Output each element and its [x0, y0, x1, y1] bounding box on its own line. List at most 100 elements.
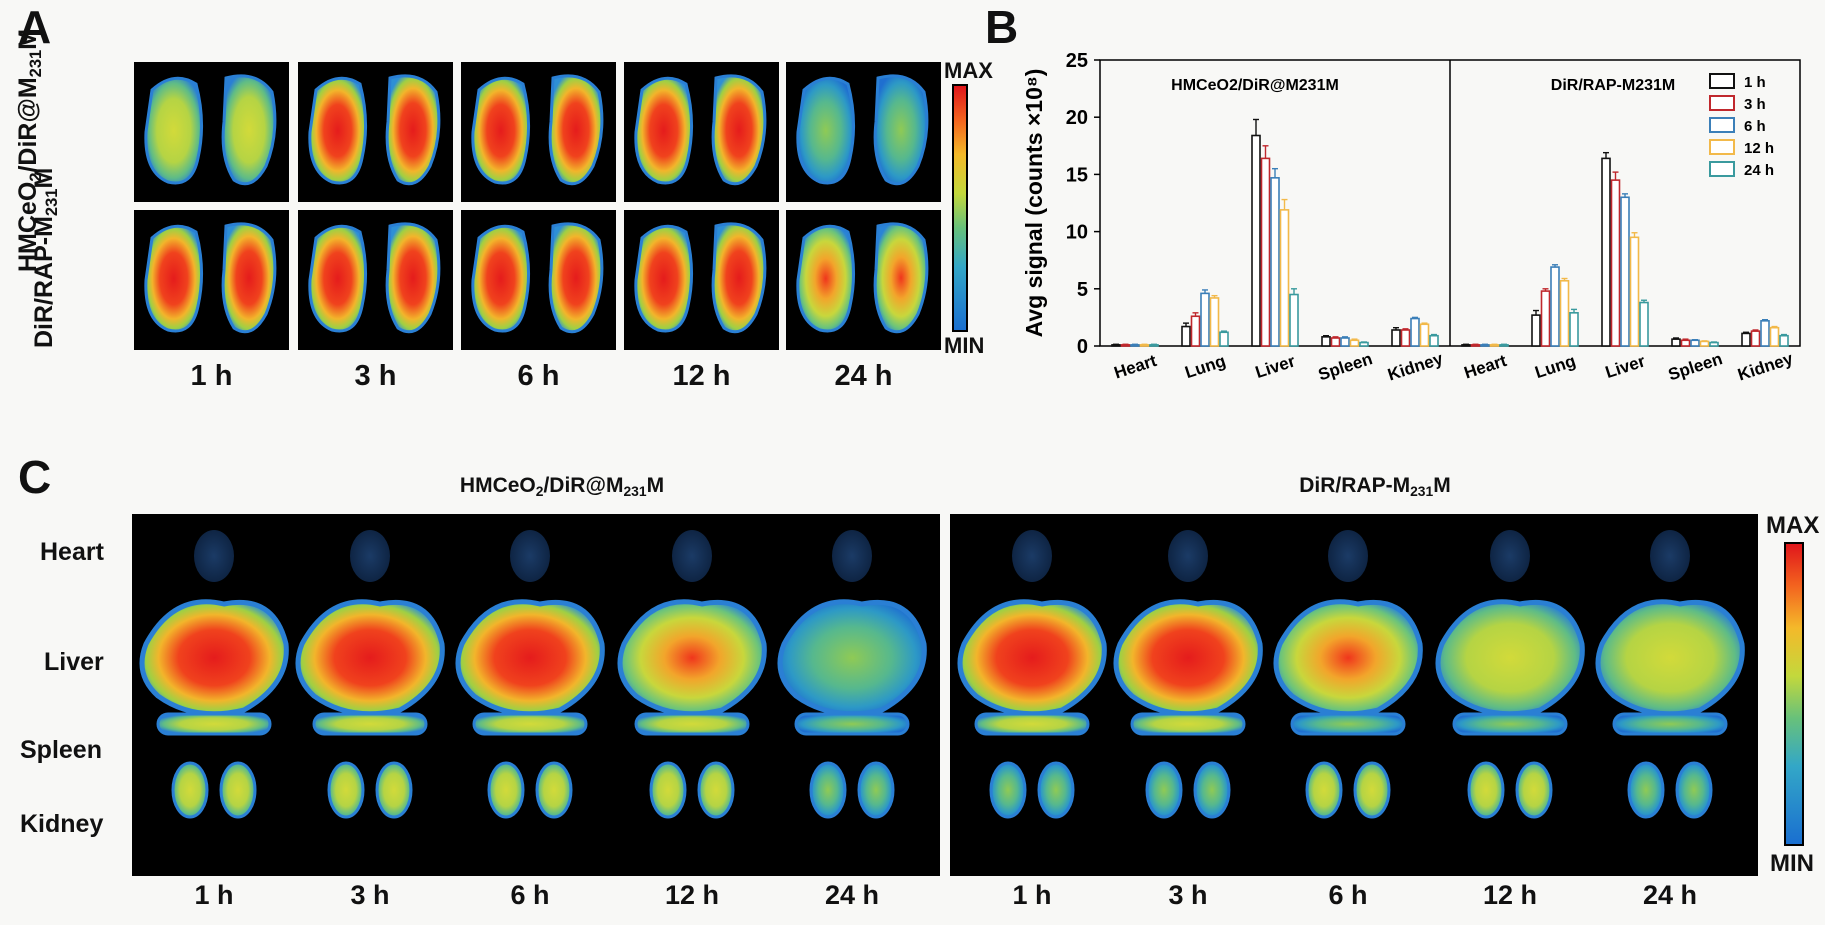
legend-swatch — [1709, 117, 1735, 133]
heart-image — [350, 530, 390, 582]
x-tick-label: Lung — [1533, 351, 1578, 382]
heart-image — [672, 530, 712, 582]
kidney-image — [1515, 761, 1553, 819]
heart-image — [1328, 530, 1368, 582]
legend-label: 1 h — [1744, 74, 1766, 91]
spleen-image — [1452, 712, 1568, 736]
spleen-image — [794, 712, 910, 736]
x-tick-label: Spleen — [1316, 349, 1375, 384]
liver-image-tile — [461, 210, 616, 350]
heart-image — [194, 530, 234, 582]
kidney-image — [171, 761, 209, 819]
group-title: HMCeO2/DiR@M231M — [1171, 77, 1339, 94]
liver-image-tile — [298, 210, 453, 350]
panel-c-colorbar-min: MIN — [1770, 850, 1814, 877]
bar — [1359, 341, 1369, 347]
bar — [1769, 326, 1780, 347]
x-tick-label: Heart — [1462, 351, 1510, 383]
bar — [1601, 157, 1611, 347]
bar — [1699, 340, 1710, 347]
bar — [1149, 344, 1159, 347]
organ-label-kidney: Kidney — [20, 810, 104, 838]
panel-c-title-text: HMCeO2/DiR@M231M — [459, 474, 665, 500]
liver-image-tile — [298, 62, 453, 202]
y-tick-label: 0 — [1077, 336, 1088, 358]
panel-a-time-1h: 1 h — [190, 360, 233, 392]
organ-label-heart: Heart — [40, 538, 104, 566]
liver-image — [1595, 599, 1745, 717]
bar — [1690, 339, 1700, 347]
bar — [1550, 266, 1560, 347]
legend-swatch — [1709, 139, 1735, 155]
organ-label-spleen: Spleen — [20, 736, 102, 764]
bar — [1270, 177, 1280, 347]
kidney-image — [1037, 761, 1075, 819]
kidney-image — [649, 761, 687, 819]
liver-image-tile — [624, 62, 779, 202]
heart-image — [832, 530, 872, 582]
bar — [1671, 338, 1681, 347]
panel-a-time-6h: 6 h — [517, 360, 560, 392]
organ-label-liver: Liver — [44, 648, 104, 676]
panel-c-time-label: 24 h — [1642, 880, 1698, 910]
bar — [1620, 196, 1630, 347]
bar — [1760, 320, 1770, 347]
bar — [1139, 344, 1150, 347]
bar — [1400, 329, 1411, 347]
panel-c-colorbar — [1784, 542, 1804, 846]
y-tick-label: 10 — [1066, 222, 1088, 244]
panel-c-time-label: 3 h — [1168, 880, 1208, 910]
spleen-image — [156, 712, 272, 736]
panel-c-image-left — [132, 514, 940, 876]
panel-c-title-text: DiR/RAP-M231M — [1299, 474, 1451, 500]
liver-image — [1435, 599, 1585, 717]
panel-a-time-12h: 12 h — [672, 360, 731, 392]
x-tick-label: Heart — [1112, 351, 1160, 383]
bar — [1680, 339, 1691, 347]
bar — [1419, 323, 1430, 347]
heart-image — [1168, 530, 1208, 582]
bar — [1181, 325, 1191, 347]
panel-a-time-24h: 24 h — [834, 360, 893, 392]
liver-image — [617, 599, 767, 717]
kidney-image — [1305, 761, 1343, 819]
bar — [1209, 297, 1220, 347]
panel-a-colorbar-min: MIN — [944, 333, 985, 358]
spleen-image — [1612, 712, 1728, 736]
bar — [1130, 344, 1140, 347]
bar — [1429, 334, 1439, 347]
liver-image-tile — [786, 210, 941, 350]
kidney-image — [1353, 761, 1391, 819]
bar — [1569, 312, 1579, 347]
y-tick-label: 15 — [1066, 164, 1088, 186]
kidney-image — [857, 761, 895, 819]
panel-c-time-label: 24 h — [824, 880, 880, 910]
spleen-image — [1290, 712, 1406, 736]
bar — [1461, 344, 1471, 347]
panel-c-title-left: HMCeO2/DiR@M231M — [412, 474, 712, 499]
panel-b-chart: 0 5 10 15 20 25 Avg signal (counts ×10⁸) HMCeO2… — [1021, 50, 1801, 385]
x-tick-label: Spleen — [1666, 349, 1725, 384]
liver-image-tile — [461, 62, 616, 202]
liver-image-tile — [134, 62, 289, 202]
legend-label: 24 h — [1744, 162, 1774, 179]
bar — [1219, 331, 1229, 347]
bar — [1779, 334, 1789, 347]
bar — [1489, 344, 1500, 347]
bar — [1750, 330, 1761, 347]
bar — [1559, 279, 1570, 347]
bar — [1639, 301, 1649, 347]
bar — [1289, 293, 1299, 347]
legend-swatch — [1709, 73, 1735, 89]
panel-c-time-label: 12 h — [664, 880, 720, 910]
liver-image — [777, 599, 927, 717]
heart-image — [1012, 530, 1052, 582]
liver-image-tile — [786, 62, 941, 202]
legend-label: 3 h — [1744, 96, 1766, 113]
bar — [1610, 179, 1621, 347]
panel-b-label: B — [985, 1, 1019, 53]
kidney-image — [1675, 761, 1713, 819]
panel-c-time-label: 6 h — [510, 880, 550, 910]
liver-image-tile — [134, 210, 289, 350]
bar — [1349, 339, 1360, 347]
